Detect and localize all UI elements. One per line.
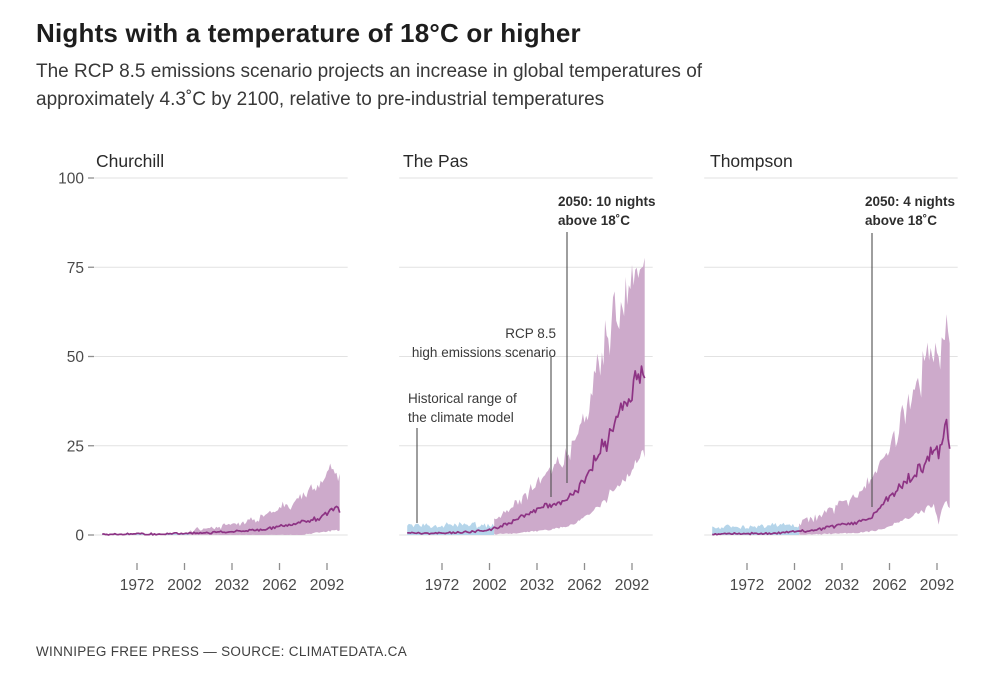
x-tick-label: 1972 [425,577,459,594]
x-tick-label: 2002 [777,577,811,594]
x-tick-label: 2002 [167,577,201,594]
x-tick-label: 2032 [825,577,859,594]
x-tick-label: 2062 [872,577,906,594]
annotation-historical-line1: Historical range of [408,391,517,406]
y-tick-label: 50 [67,349,85,366]
median-line [712,418,951,536]
chart-canvas: 1972 2002 2032 2062 2092 0 25 50 75 100 1972 2002 20… [58,171,958,594]
historical-band [712,522,800,535]
y-tick-label: 25 [67,438,84,455]
median-line [102,505,341,536]
annotation-2050-thompson-line2: above 18˚C [865,213,938,228]
projection-band [494,257,645,535]
annotation-rcp-line2: high emissions scenario [411,345,556,360]
annotation-rcp-line1: RCP 8.5 [505,326,556,341]
annotation-historical-range: Historical range of the climate model [408,389,517,427]
x-tick-label: 2002 [472,577,506,594]
x-tick-label: 1972 [730,577,764,594]
annotation-2050-the-pas: 2050: 10 nights above 18˚C [558,192,656,230]
panel-churchill: 1972 2002 2032 2062 2092 0 25 50 75 100 [58,171,348,594]
panel-thompson: 1972 2002 2032 2062 2092 [704,177,958,594]
chart-subtitle-line2: approximately 4.3˚C by 2100, relative to… [36,89,605,110]
chart-title: Nights with a temperature of 18°C or hig… [36,18,581,48]
panel-title-churchill: Churchill [96,151,165,171]
panel-the-pas: 1972 2002 2032 2062 2092 [399,177,653,594]
chart-subtitle: The RCP 8.5 emissions scenario projects … [36,58,970,114]
annotation-rcp-scenario: RCP 8.5 high emissions scenario [408,324,556,362]
climate-projection-charts: 1972 2002 2032 2062 2092 0 25 50 75 100 1972 2002 20… [0,130,1000,635]
source-credit: WINNIPEG FREE PRESS — SOURCE: CLIMATEDAT… [36,644,407,659]
figure-header: Nights with a temperature of 18°C or hig… [36,16,970,114]
chart-subtitle-line1: The RCP 8.5 emissions scenario projects … [36,61,703,82]
panel-title-the-pas: The Pas [403,151,469,171]
projection-band [189,463,340,535]
y-tick-label: 100 [58,171,84,188]
annotation-historical-line2: the climate model [408,410,514,425]
panel-title-thompson: Thompson [710,151,793,171]
x-tick-label: 2062 [567,577,601,594]
x-tick-label: 1972 [120,577,154,594]
projection-band [799,314,950,535]
x-tick-label: 2092 [920,577,954,594]
y-tick-label: 75 [67,260,84,277]
annotation-2050-the-pas-line2: above 18˚C [558,213,631,228]
x-tick-label: 2062 [262,577,296,594]
annotation-2050-thompson-line1: 2050: 4 nights [865,194,956,209]
x-tick-label: 2092 [310,577,344,594]
annotation-2050-thompson: 2050: 4 nights above 18˚C [865,192,955,230]
x-tick-label: 2032 [520,577,554,594]
y-tick-label: 0 [75,528,84,545]
x-tick-label: 2032 [215,577,249,594]
x-tick-label: 2092 [615,577,649,594]
annotation-2050-the-pas-line1: 2050: 10 nights [558,194,656,209]
median-line [407,365,646,535]
